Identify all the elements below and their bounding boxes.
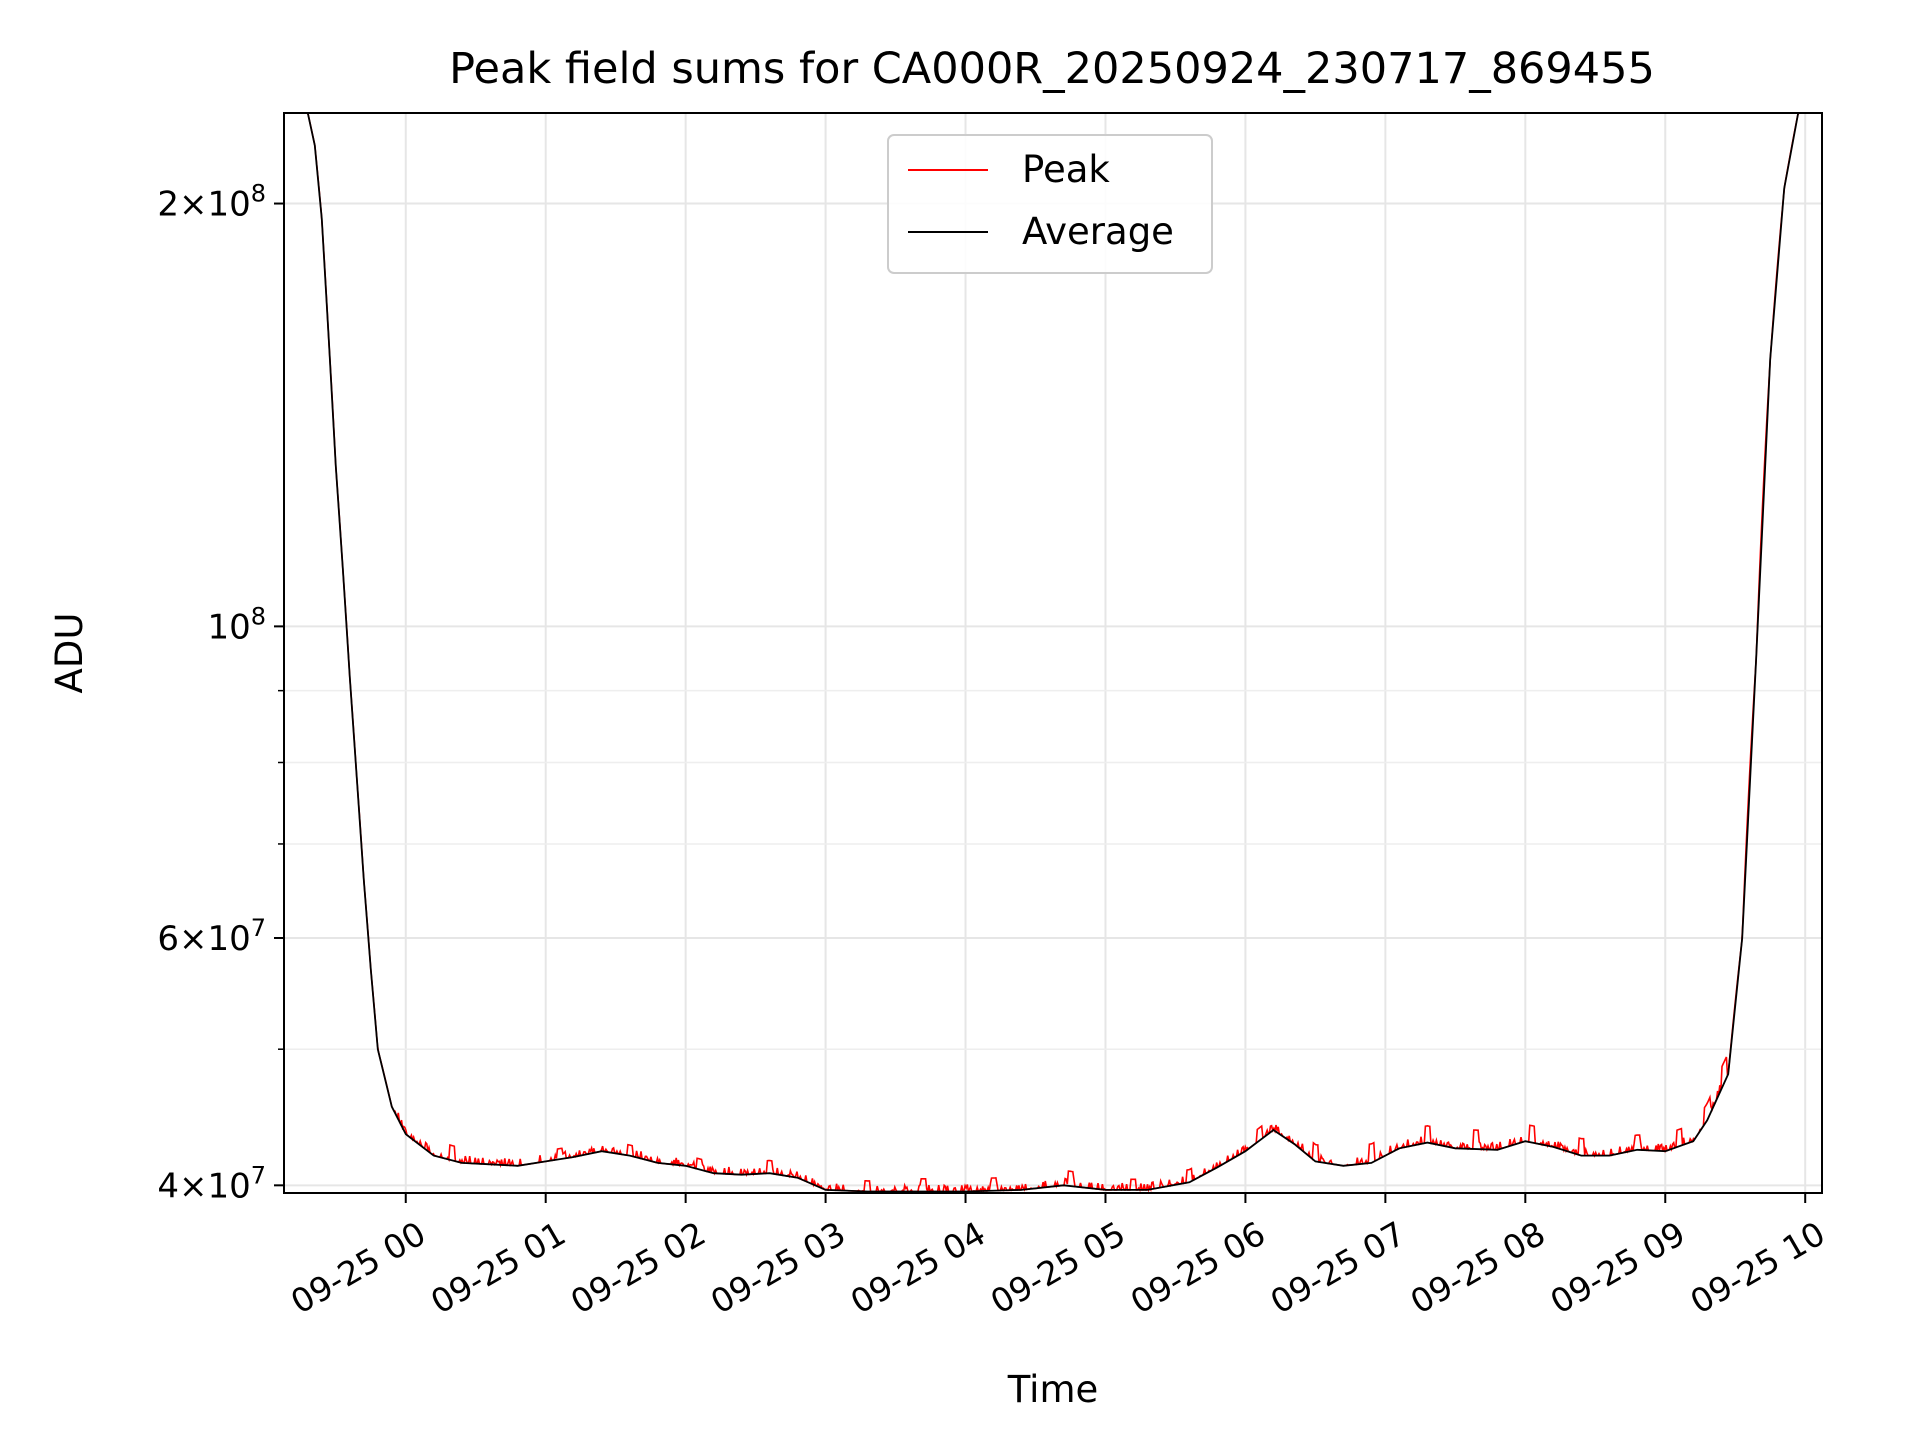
times-sign: × <box>179 919 208 959</box>
y-tick-mantissa: 6 <box>157 919 179 959</box>
y-tick-mantissa: 2 <box>157 185 179 225</box>
y-tick-base: 10 <box>207 607 250 647</box>
y-tick-label: 108 <box>207 602 266 647</box>
y-tick-exponent: 7 <box>251 914 266 942</box>
y-tick-exponent: 7 <box>251 1161 266 1189</box>
legend-label-peak: Peak <box>1022 148 1110 191</box>
y-axis-label: ADU <box>48 613 91 694</box>
y-tick-mantissa: 4 <box>157 1166 179 1206</box>
series-average-line <box>284 112 1822 1193</box>
x-axis-label: Time <box>1007 1368 1099 1411</box>
axes-frame <box>283 112 1823 1194</box>
chart-title: Peak field sums for CA000R_20250924_2307… <box>449 44 1655 94</box>
legend-label-average: Average <box>1022 210 1174 253</box>
y-tick-base: 10 <box>207 185 250 225</box>
y-tick-base: 10 <box>207 919 250 959</box>
y-tick-label: 2×108 <box>157 180 266 225</box>
times-sign: × <box>179 1166 208 1206</box>
legend[interactable]: Peak Average <box>887 134 1213 274</box>
y-tick-exponent: 8 <box>251 180 266 208</box>
y-tick-label: 6×107 <box>157 914 266 959</box>
plot-series <box>284 112 1822 1195</box>
y-tick-base: 10 <box>207 1166 250 1206</box>
y-tick-label: 4×107 <box>157 1161 266 1206</box>
y-tick-exponent: 8 <box>251 602 266 630</box>
times-sign: × <box>179 185 208 225</box>
